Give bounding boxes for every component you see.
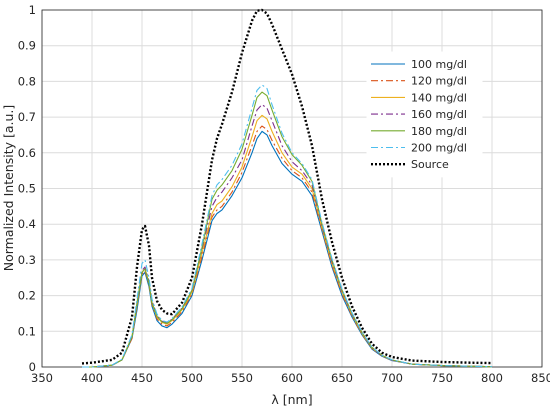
series-lines [81, 8, 493, 368]
x-tick-label: 800 [481, 371, 503, 385]
x-tick-label: 750 [431, 371, 453, 385]
y-tick-label: 1 [29, 3, 36, 17]
y-tick-label: 0.5 [18, 182, 36, 196]
y-tick-label: 0.4 [18, 217, 36, 231]
legend-label: 180 mg/dl [411, 125, 467, 138]
x-tick-label: 350 [31, 371, 53, 385]
y-tick-label: 0 [29, 360, 36, 374]
legend-label: Source [411, 158, 449, 171]
y-tick-label: 0.6 [18, 146, 36, 160]
x-tick-label: 700 [381, 371, 403, 385]
series-line-200-mg-dl [82, 84, 493, 368]
x-tick-label: 650 [331, 371, 353, 385]
legend-label: 160 mg/dl [411, 108, 467, 121]
y-axis-label: Normalized Intensity [a.u.] [1, 105, 16, 272]
series-line-180-mg-dl [82, 91, 493, 368]
x-tick-label: 450 [131, 371, 153, 385]
plot-frame [41, 9, 543, 368]
legend-label: 120 mg/dl [411, 75, 467, 88]
y-tick-label: 0.2 [18, 289, 36, 303]
x-tick-label: 600 [281, 371, 303, 385]
legend: 100 mg/dl 120 mg/dl 140 mg/dl 160 mg/dl 180 … [366, 51, 483, 178]
y-tick-label: 0.9 [18, 39, 36, 53]
legend-label: 100 mg/dl [411, 58, 467, 71]
y-tick-label: 0.1 [18, 324, 36, 338]
legend-label: 200 mg/dl [411, 142, 467, 155]
legend-label: 140 mg/dl [411, 91, 467, 104]
series-line-source [81, 8, 493, 365]
x-axis-label: λ [nm] [271, 392, 312, 407]
y-tick-label: 0.7 [18, 110, 36, 124]
x-tick-label: 850 [531, 371, 550, 385]
x-tick-label: 500 [181, 371, 203, 385]
x-tick-label: 400 [81, 371, 103, 385]
y-tick-label: 0.8 [18, 74, 36, 88]
y-tick-label: 0.3 [18, 253, 36, 267]
x-tick-label: 550 [231, 371, 253, 385]
tick-labels: 350 400 450 500 550 600 650 700 750 800 850 0 0.1 0.2… [18, 3, 550, 385]
